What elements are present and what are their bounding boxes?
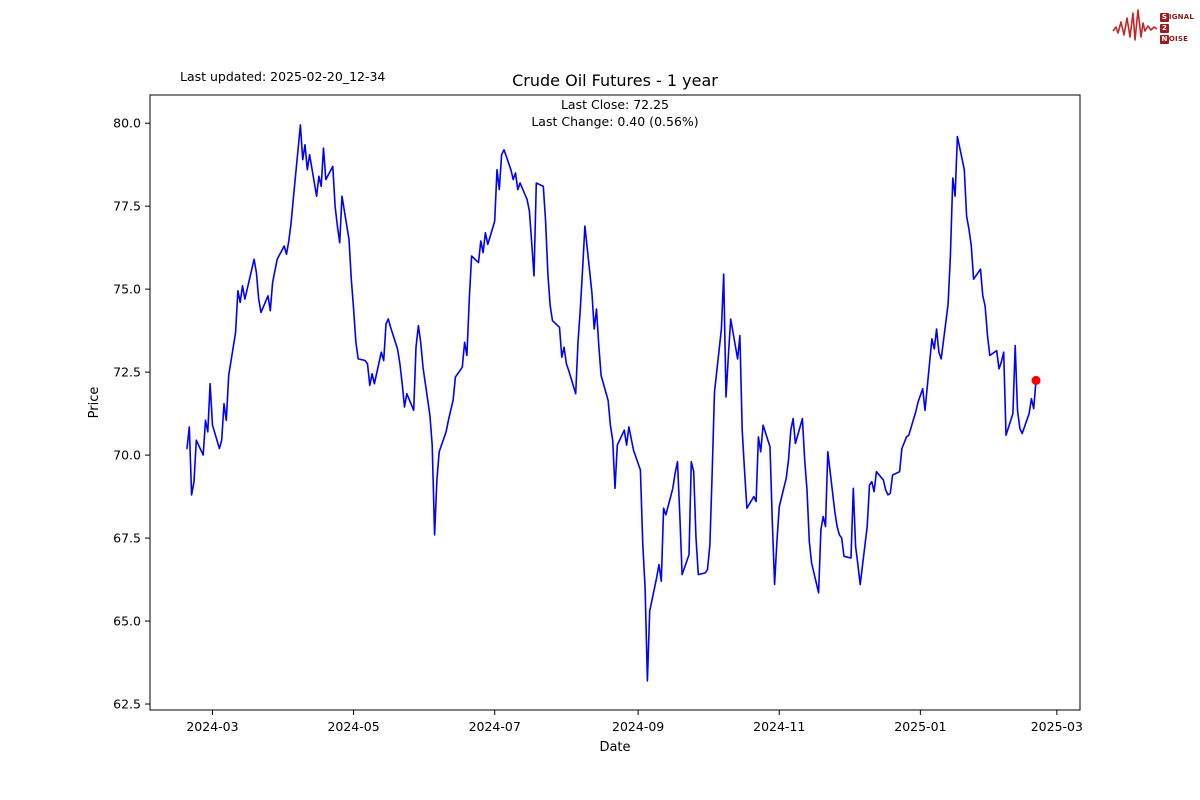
last-close-marker [1031,375,1041,385]
y-tick-label: 67.5 [113,531,141,546]
chart-subtitle: Last Close: 72.25 Last Change: 0.40 (0.5… [150,97,1080,130]
logo-2-row: 2 [1159,23,1194,33]
last-close-annotation: Last Close: 72.25 [560,97,670,112]
signal2noise-logo: S IGNAL 2 N OISE [1112,6,1194,50]
x-tick-label: 2024-05 [327,719,379,734]
logo-noise-row: N OISE [1159,34,1194,44]
y-tick-label: 75.0 [113,282,141,297]
logo-signal-text: IGNAL [1168,13,1194,21]
last-updated-note: Last updated: 2025-02-20_12-34 [180,69,386,84]
y-tick-label: 77.5 [113,199,141,214]
x-tick-label: 2025-01 [894,719,946,734]
logo-s-box: S [1159,12,1169,22]
logo-wordmark: S IGNAL 2 N OISE [1159,12,1194,44]
x-tick-label: 2024-03 [186,719,238,734]
last-change-annotation: Last Change: 0.40 (0.56%) [531,113,699,129]
axes-frame [149,94,1081,711]
logo-noise-text: OISE [1168,35,1189,43]
x-axis-label: Date [599,740,630,755]
ecg-waveform-icon [1112,6,1158,50]
chart-title: Crude Oil Futures - 1 year [512,71,718,90]
logo-signal-row: S IGNAL [1159,12,1194,22]
x-tick-label: 2024-09 [612,719,664,734]
y-tick-label: 62.5 [113,697,141,712]
logo-n-box: N [1159,34,1169,44]
logo-2-box: 2 [1159,23,1169,33]
x-tick-label: 2024-07 [469,719,521,734]
x-tick-label: 2025-03 [1031,719,1083,734]
y-tick-label: 80.0 [113,116,141,131]
y-axis-label: Price [87,387,102,419]
y-tick-label: 72.5 [113,365,141,380]
y-tick-label: 65.0 [113,614,141,629]
x-tick-label: 2024-11 [753,719,805,734]
y-tick-label: 70.0 [113,448,141,463]
price-line-series [186,124,1037,682]
